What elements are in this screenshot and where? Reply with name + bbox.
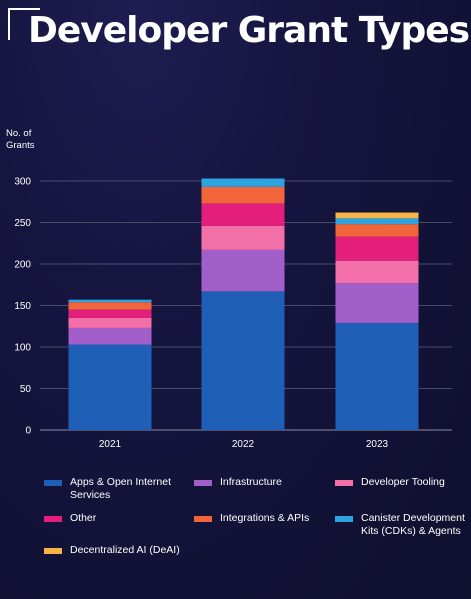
- legend-item: Other: [44, 512, 180, 525]
- stacked-bar-chart: No. of Grants 0 50 100 150 200 250 300 2021 2022 20…: [6, 128, 452, 450]
- legend-item: Developer Tooling: [335, 476, 471, 489]
- bar-2021-apps-open-internet-services: [68, 344, 152, 430]
- bar-2021-infrastructure: [68, 327, 152, 345]
- legend-label: Canister Development Kits (CDKs) & Agent…: [361, 512, 465, 537]
- legend-swatch: [44, 516, 62, 522]
- y-tick-label: 200: [14, 260, 31, 271]
- bar-2022-canister-development-kits-cdks-agents: [201, 178, 285, 187]
- legend-label: Infrastructure: [220, 476, 282, 488]
- legend-label: Other: [70, 512, 97, 524]
- legend-item: Decentralized AI (DeAI): [44, 544, 180, 557]
- legend-label: Developer Tooling: [361, 476, 445, 488]
- bar-2023-developer-tooling: [335, 260, 419, 284]
- legend-swatch: [194, 516, 212, 522]
- bar-2021-other: [68, 309, 152, 318]
- legend-swatch: [44, 480, 62, 486]
- bar-2022-infrastructure: [201, 249, 285, 292]
- y-tick-label: 250: [14, 218, 31, 229]
- x-tick-label: 2022: [232, 439, 255, 450]
- page-title: Developer Grant Types: [28, 10, 470, 51]
- legend-swatch: [194, 480, 212, 486]
- y-tick-label: 100: [14, 343, 31, 354]
- bar-2023-apps-open-internet-services: [335, 322, 419, 430]
- bar-2022-apps-open-internet-services: [201, 291, 285, 430]
- legend-item: Integrations & APIs: [194, 512, 330, 525]
- y-tick-label: 50: [20, 384, 32, 395]
- bar-2023-decentralized-ai-deai-: [335, 212, 419, 219]
- bar-2021-canister-development-kits-cdks-agents: [68, 299, 152, 303]
- x-tick-label: 2021: [99, 439, 122, 450]
- legend-label: Integrations & APIs: [220, 512, 310, 524]
- y-tick-label: 150: [14, 301, 31, 312]
- legend-swatch: [44, 548, 62, 554]
- y-axis-label: No. of Grants: [6, 128, 35, 151]
- legend-item: Infrastructure: [194, 476, 330, 489]
- bar-2022-developer-tooling: [201, 225, 285, 250]
- bar-2021-developer-tooling: [68, 317, 152, 328]
- legend-label: Apps & Open Internet Services: [70, 476, 171, 501]
- legend-item: Canister Development Kits (CDKs) & Agent…: [335, 512, 471, 538]
- bar-2023-infrastructure: [335, 283, 419, 323]
- y-tick-label: 0: [25, 426, 31, 437]
- legend-item: Apps & Open Internet Services: [44, 476, 180, 502]
- bar-2022-other: [201, 203, 285, 226]
- x-tick-label: 2023: [366, 439, 389, 450]
- corner-bracket: [8, 8, 40, 40]
- bar-2021-integrations-apis: [68, 302, 152, 310]
- bar-2022-integrations-apis: [201, 186, 285, 204]
- y-tick-label: 300: [14, 177, 31, 188]
- legend-swatch: [335, 480, 353, 486]
- bar-2023-integrations-apis: [335, 224, 419, 237]
- bar-2023-canister-development-kits-cdks-agents: [335, 218, 419, 225]
- legend-label: Decentralized AI (DeAI): [70, 544, 180, 556]
- legend-swatch: [335, 516, 353, 522]
- bar-2023-other: [335, 236, 419, 261]
